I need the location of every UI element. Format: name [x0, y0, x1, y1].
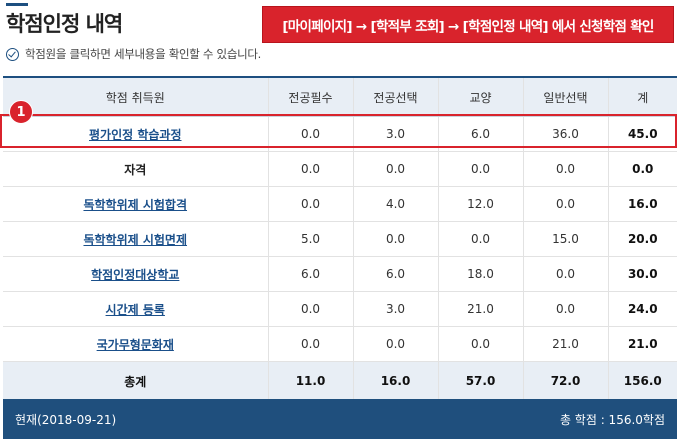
credit-cell: 6.0 [267, 256, 353, 292]
check-circle-icon [6, 47, 19, 61]
sum-cell: 57.0 [437, 361, 523, 401]
source-cell: 학점인정대상학교 [3, 256, 268, 292]
header-general-education: 교양 [437, 78, 523, 117]
row-total-cell: 45.0 [607, 116, 677, 152]
credit-cell: 0.0 [267, 291, 353, 327]
hint-text: 학점원을 클릭하면 세부내용을 확인할 수 있습니다. [6, 46, 261, 62]
current-date: 현재(2018-09-21) [15, 412, 117, 427]
source-cell: 평가인정 학습과정 [3, 116, 268, 152]
header-source: 학점 취득원 [3, 78, 268, 117]
header-major-required: 전공필수 [267, 78, 353, 117]
table-row: 자격 0.0 0.0 0.0 0.0 0.0 [3, 151, 677, 187]
source-cell: 국가무형문화재 [3, 326, 268, 362]
source-link[interactable]: 독학학위제 시험합격 [83, 197, 188, 212]
row-total-cell: 21.0 [607, 326, 677, 362]
credit-cell: 12.0 [437, 186, 523, 222]
source-link[interactable]: 시간제 등록 [105, 302, 165, 317]
sum-cell: 72.0 [522, 361, 608, 401]
table-row: 국가무형문화재 0.0 0.0 0.0 21.0 21.0 [3, 326, 677, 362]
sum-cell: 156.0 [607, 361, 677, 401]
credit-cell: 0.0 [267, 326, 353, 362]
credit-cell: 0.0 [522, 151, 608, 187]
credit-cell: 0.0 [352, 151, 438, 187]
sum-cell: 16.0 [352, 361, 438, 401]
credit-cell: 18.0 [437, 256, 523, 292]
credit-cell: 36.0 [522, 116, 608, 152]
table-row: 독학학위제 시험면제 5.0 0.0 0.0 15.0 20.0 [3, 221, 677, 257]
source-cell: 독학학위제 시험합격 [3, 186, 268, 222]
credit-cell: 0.0 [437, 151, 523, 187]
row-total-cell: 16.0 [607, 186, 677, 222]
credit-cell: 0.0 [437, 326, 523, 362]
source-link[interactable]: 국가무형문화재 [96, 337, 174, 352]
credit-cell: 0.0 [437, 221, 523, 257]
credit-cell: 15.0 [522, 221, 608, 257]
header-major-elective: 전공선택 [352, 78, 438, 117]
source-cell: 자격 [3, 151, 268, 187]
credit-cell: 3.0 [352, 116, 438, 152]
source-link[interactable]: 평가인정 학습과정 [89, 127, 182, 142]
sum-cell: 11.0 [267, 361, 353, 401]
header-total: 계 [607, 78, 677, 117]
row-total-cell: 0.0 [607, 151, 677, 187]
instruction-callout: [마이페이지] → [학적부 조회] → [학점인정 내역] 에서 신청학점 확… [262, 6, 674, 43]
page-title: 학점인정 내역 [6, 12, 123, 36]
credit-cell: 6.0 [352, 256, 438, 292]
sum-row: 총계 11.0 16.0 57.0 72.0 156.0 [3, 361, 677, 401]
credit-cell: 0.0 [522, 291, 608, 327]
source-link[interactable]: 독학학위제 시험면제 [83, 232, 188, 247]
credit-cell: 21.0 [522, 326, 608, 362]
credit-cell: 0.0 [267, 116, 353, 152]
table-row: 독학학위제 시험합격 0.0 4.0 12.0 0.0 16.0 [3, 186, 677, 222]
credit-cell: 0.0 [352, 326, 438, 362]
credit-cell: 0.0 [522, 186, 608, 222]
row-total-cell: 24.0 [607, 291, 677, 327]
source-link[interactable]: 학점인정대상학교 [91, 267, 180, 282]
hint-label: 학점원을 클릭하면 세부내용을 확인할 수 있습니다. [25, 47, 262, 61]
credit-cell: 6.0 [437, 116, 523, 152]
credit-table: 학점 취득원 전공필수 전공선택 교양 일반선택 계 평가인정 학습과정 0.0 3… [3, 78, 677, 401]
sum-label: 총계 [3, 361, 268, 401]
row-total-cell: 30.0 [607, 256, 677, 292]
step-badge: 1 [9, 100, 33, 124]
credit-cell: 3.0 [352, 291, 438, 327]
total-credits: 총 학점 : 156.0학점 [559, 412, 665, 427]
credit-cell: 21.0 [437, 291, 523, 327]
table-row: 학점인정대상학교 6.0 6.0 18.0 0.0 30.0 [3, 256, 677, 292]
source-cell: 독학학위제 시험면제 [3, 221, 268, 257]
credit-cell: 0.0 [352, 221, 438, 257]
credit-cell: 4.0 [352, 186, 438, 222]
summary-footer: 현재(2018-09-21) 총 학점 : 156.0학점 [3, 399, 677, 439]
credit-table-container: 학점 취득원 전공필수 전공선택 교양 일반선택 계 평가인정 학습과정 0.0 3… [3, 76, 677, 401]
credit-cell: 0.0 [267, 186, 353, 222]
row-total-cell: 20.0 [607, 221, 677, 257]
header-general-elective: 일반선택 [522, 78, 608, 117]
table-row: 시간제 등록 0.0 3.0 21.0 0.0 24.0 [3, 291, 677, 327]
credit-cell: 0.0 [522, 256, 608, 292]
title-accent-bar [6, 3, 28, 6]
table-row: 평가인정 학습과정 0.0 3.0 6.0 36.0 45.0 [3, 116, 677, 152]
table-header-row: 학점 취득원 전공필수 전공선택 교양 일반선택 계 [3, 78, 677, 117]
credit-cell: 0.0 [267, 151, 353, 187]
source-cell: 시간제 등록 [3, 291, 268, 327]
credit-cell: 5.0 [267, 221, 353, 257]
